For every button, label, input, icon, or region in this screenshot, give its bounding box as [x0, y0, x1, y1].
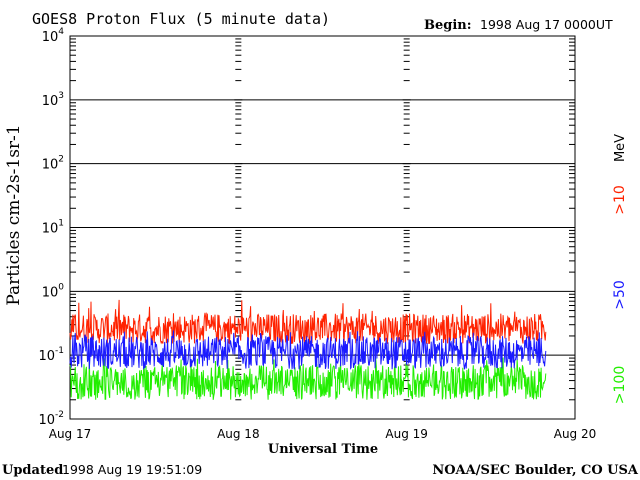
- updated-value: 1998 Aug 19 19:51:09: [62, 462, 202, 477]
- y-tick-label: 10-2: [38, 410, 64, 428]
- begin-value: 1998 Aug 17 0000UT: [480, 17, 613, 32]
- legend: >10 >50 >100 MeV: [612, 134, 628, 404]
- x-tick-label: Aug 18: [217, 427, 260, 441]
- y-tick-labels: 104 103 102 101 100 10-1 10-2: [38, 27, 64, 428]
- begin-label: Begin:: [424, 18, 472, 33]
- chart-title: GOES8 Proton Flux (5 minute data): [32, 10, 330, 28]
- series-lines: [69, 299, 547, 400]
- y-tick-label: 101: [42, 219, 64, 237]
- y-tick-label: 100: [42, 282, 65, 300]
- updated-label: Updated: [2, 463, 63, 478]
- y-axis-label: Particles cm-2s-1sr-1: [4, 124, 24, 305]
- y-tick-label: 102: [42, 155, 64, 173]
- gridlines: [70, 99, 575, 356]
- x-tick-labels: Aug 17 Aug 18 Aug 19 Aug 20: [49, 427, 597, 441]
- series-line-gt10: [69, 299, 547, 345]
- x-axis-label: Universal Time: [268, 442, 378, 457]
- legend-label: >100: [612, 366, 628, 404]
- y-tick-label: 104: [42, 27, 65, 45]
- x-tick-label: Aug 17: [49, 427, 92, 441]
- credit: NOAA/SEC Boulder, CO USA: [432, 463, 639, 478]
- legend-unit: MeV: [613, 134, 628, 162]
- series-line-gt50: [69, 330, 547, 370]
- y-tick-label: 10-1: [38, 346, 64, 364]
- legend-label: >10: [612, 185, 628, 215]
- legend-label: >50: [612, 280, 628, 310]
- minor-ticks: [70, 35, 575, 420]
- x-tick-label: Aug 20: [554, 427, 597, 441]
- series-line-gt100: [69, 355, 547, 400]
- x-tick-label: Aug 19: [385, 427, 428, 441]
- y-tick-label: 103: [42, 91, 64, 109]
